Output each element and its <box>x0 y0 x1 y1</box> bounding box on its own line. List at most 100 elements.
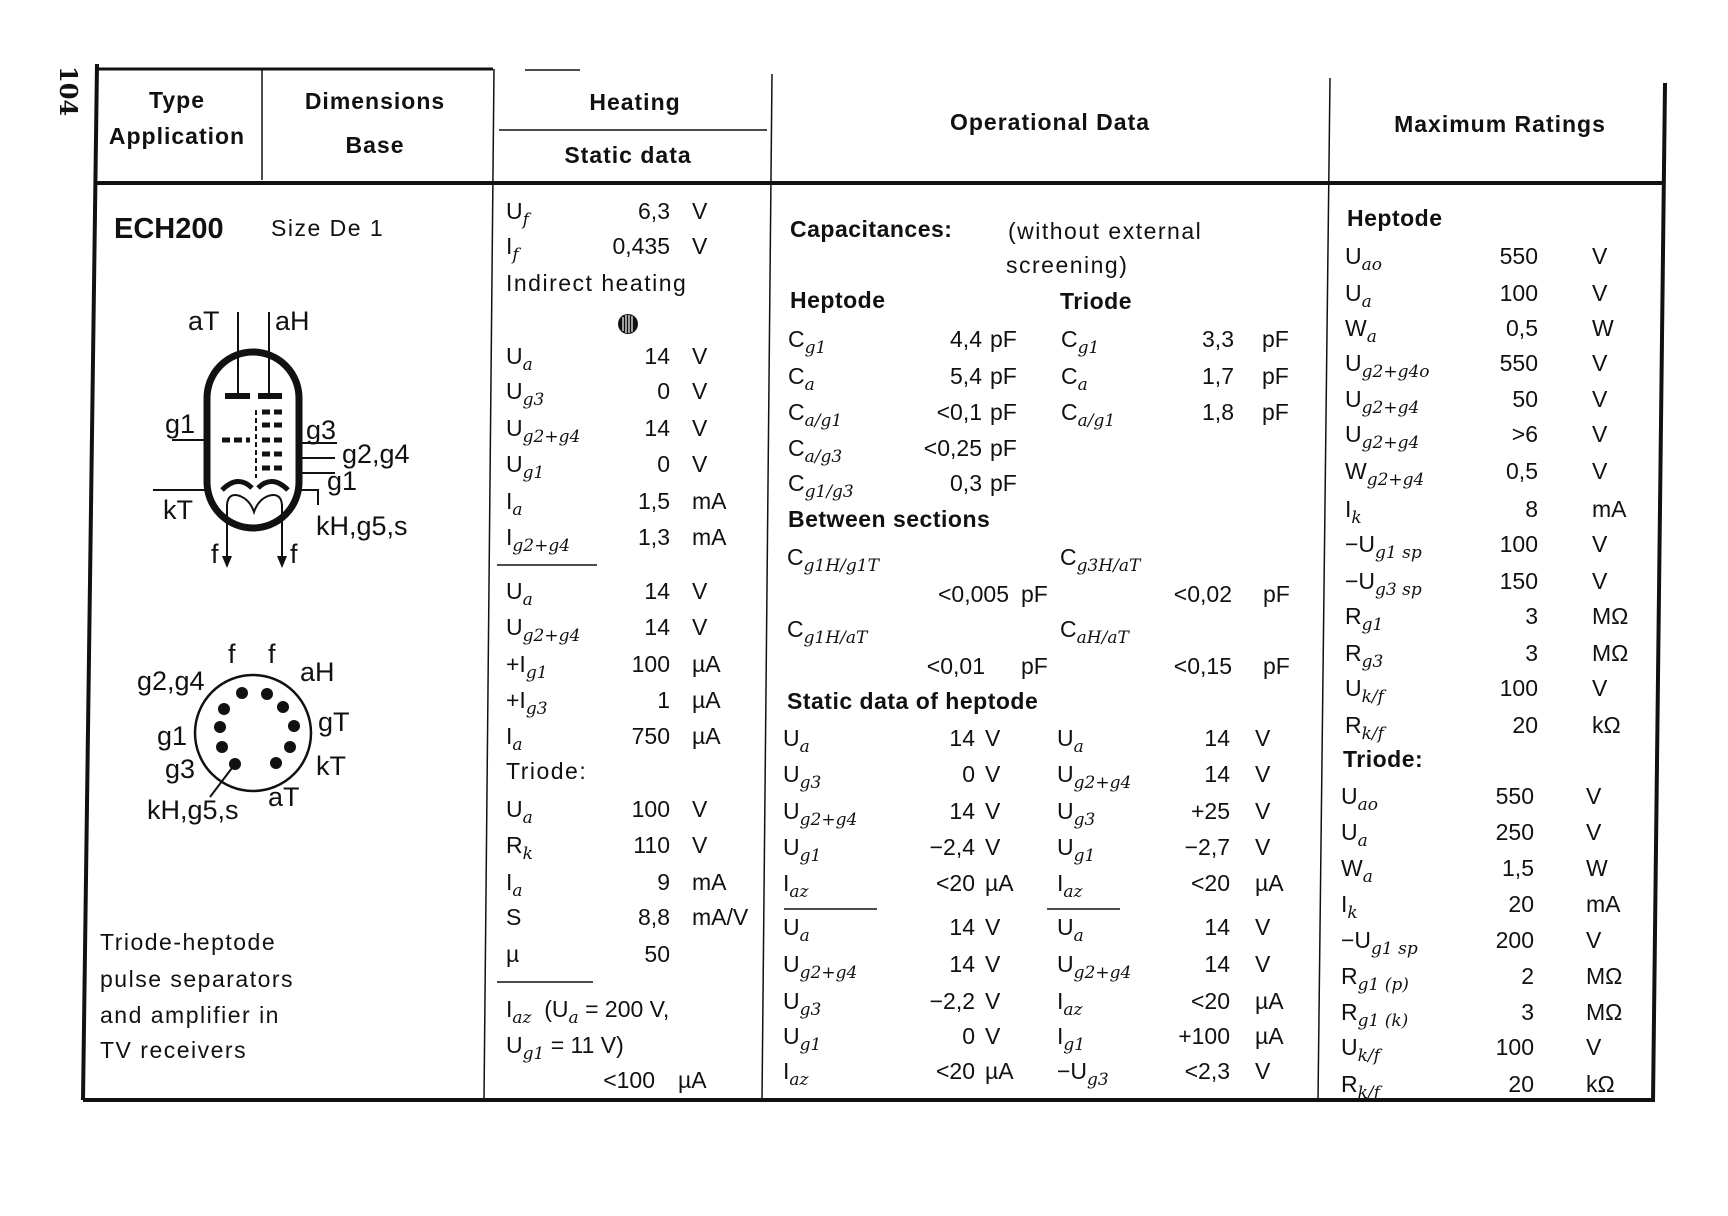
symbol: R <box>1345 640 1362 666</box>
static-left-row-unit: V <box>985 761 1001 787</box>
static-left-row-unit: µA <box>985 1058 1014 1084</box>
max-heptode-row-label: Ug2+g4o <box>1345 349 1430 381</box>
max-heptode-row-label: −Ug3 sp <box>1345 567 1422 599</box>
symbol: U <box>783 951 800 977</box>
heating-row-label: If <box>506 232 519 264</box>
symbol: −U <box>1341 927 1372 953</box>
max-triode-row-unit: V <box>1586 783 1602 809</box>
subscript: g1H/aT <box>803 628 868 648</box>
heating-row-label: Ua <box>506 342 533 374</box>
subscript: g1 <box>1361 615 1384 635</box>
heating-row-label: µ <box>506 940 519 968</box>
symbol: C <box>787 544 804 570</box>
static-right-row-label: −Ug3 <box>1057 1057 1109 1089</box>
static-left-row-label: Ua <box>783 724 810 756</box>
application-line: pulse separators <box>100 966 295 992</box>
between-capacitance-value: <0,005 <box>938 581 1009 607</box>
subscript: a <box>799 737 810 757</box>
symbol: U <box>1341 819 1358 845</box>
static-right-row-unit: µA <box>1255 988 1284 1014</box>
max-heptode-row-unit: V <box>1592 568 1608 594</box>
heating-row-label: Ua <box>506 795 533 827</box>
application-line: and amplifier in <box>100 1002 280 1028</box>
heating-row-unit: µA <box>692 687 721 713</box>
tube-type: ECH200 <box>114 213 224 245</box>
heptode-capacitance-unit: pF <box>990 326 1017 352</box>
heating-row-unit: V <box>692 796 708 822</box>
heating-row-label: Ia <box>506 722 523 754</box>
heating-row-value: 750 <box>631 723 670 749</box>
subscript: g1 <box>1077 338 1100 358</box>
heptode-capacitance-label: Ca/g1 <box>788 398 842 430</box>
static-right-row-label: Ug1 <box>1057 833 1095 865</box>
header-application: Application <box>108 123 246 149</box>
symbol: C <box>788 399 805 425</box>
max-heptode-row-unit: V <box>1592 243 1608 269</box>
symbol: C <box>787 616 804 642</box>
label-f1: f <box>211 539 219 569</box>
subscript: a <box>1361 292 1372 312</box>
max-heptode-row-unit: V <box>1592 350 1608 376</box>
text-part: g1 <box>522 1044 545 1064</box>
max-triode-row-unit: kΩ <box>1586 1071 1615 1097</box>
max-triode-row-label: Rg1 (p) <box>1341 962 1409 994</box>
max-triode-row-unit: V <box>1586 1034 1602 1060</box>
heating-row-unit: V <box>692 378 708 404</box>
static-left-row-unit: V <box>985 988 1001 1014</box>
max-triode-row-label: Uk/f <box>1341 1033 1380 1065</box>
heating-row-unit: V <box>692 832 708 858</box>
between-capacitance-unit: pF <box>1263 653 1290 679</box>
symbol: U <box>1345 350 1362 376</box>
subscript: ao <box>1357 795 1378 815</box>
tube-size: Size De 1 <box>271 215 385 241</box>
base-label-gT: gT <box>318 707 350 737</box>
static-left-row-unit: µA <box>985 870 1014 896</box>
heating-row-value: 14 <box>644 343 670 369</box>
max-heptode-row-value: 8 <box>1525 496 1538 522</box>
static-right-row-unit: µA <box>1255 1023 1284 1049</box>
static-left-row-unit: V <box>985 914 1001 940</box>
heptode-capacitance-unit: pF <box>990 399 1017 425</box>
heating-row-value: 50 <box>644 941 670 967</box>
heptode-capacitance-label: Cg1 <box>788 325 826 357</box>
label-g2g4: g2,g4 <box>342 439 410 469</box>
max-heptode-row-unit: V <box>1592 675 1608 701</box>
triode-capacitance-label: Ca/g1 <box>1061 398 1115 430</box>
static-left-row-label: Ug1 <box>783 1022 821 1054</box>
heating-row-unit: V <box>692 233 708 259</box>
subscript: g2+g4 <box>1073 773 1132 793</box>
header-maximum-ratings: Maximum Ratings <box>1394 111 1606 137</box>
between-capacitance-unit: pF <box>1021 653 1048 679</box>
max-heptode-row-value: 0,5 <box>1506 458 1538 484</box>
static-left-row-label: Iaz <box>783 1057 808 1089</box>
symbol: R <box>1341 999 1358 1025</box>
static-right-row-label: Iaz <box>1057 987 1082 1019</box>
subscript: g1 <box>522 463 545 483</box>
static-right-row-unit: V <box>1255 951 1271 977</box>
max-heptode-row-label: Ug2+g4 <box>1345 420 1419 452</box>
max-heptode-row-label: −Ug1 sp <box>1345 530 1422 562</box>
heating-row-unit: V <box>692 198 708 224</box>
symbol: −U <box>1057 1058 1088 1084</box>
max-triode-row-unit: MΩ <box>1586 963 1623 989</box>
base-label-aH: aH <box>300 657 335 687</box>
between-capacitance-value: <0,01 <box>926 653 985 679</box>
heating-row-label: Ug2+g4 <box>506 613 580 645</box>
heating-row-label: Ug2+g4 <box>506 414 580 446</box>
max-heptode-row-unit: V <box>1592 280 1608 306</box>
heptode-title: Heptode <box>790 287 886 313</box>
text-part <box>531 996 544 1022</box>
between-capacitance-label: CaH/aT <box>1060 615 1129 647</box>
subscript: a <box>799 926 810 946</box>
subscript: a <box>512 735 523 755</box>
heating-row-value: 1 <box>657 687 670 713</box>
max-triode-row-label: Wa <box>1341 854 1373 886</box>
static-left-row-value: 0 <box>962 761 975 787</box>
symbol: U <box>1345 280 1362 306</box>
max-heptode-row-label: Wa <box>1345 314 1377 346</box>
subscript: g2+g4 <box>1366 470 1425 490</box>
static-left-row-label: Ug3 <box>783 987 821 1019</box>
subscript: g3 <box>525 699 548 719</box>
subscript: g2+g4 <box>522 427 581 447</box>
max-triode-row-value: 200 <box>1495 927 1534 953</box>
